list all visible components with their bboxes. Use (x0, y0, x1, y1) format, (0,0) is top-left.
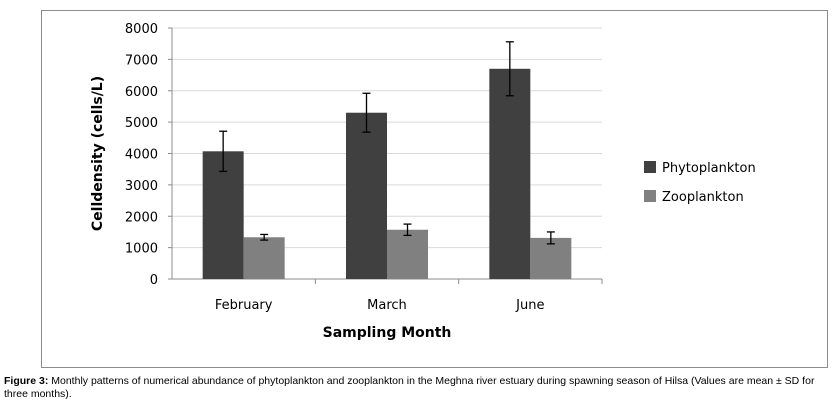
y-tick-label: 2000 (125, 210, 158, 225)
y-axis-title: Celldensity (cells/L) (90, 76, 106, 231)
legend-swatch-phytoplankton (644, 161, 656, 173)
y-tick-label: 7000 (125, 53, 158, 68)
y-tick-label: 8000 (125, 22, 158, 37)
y-tick-label: 6000 (125, 85, 158, 100)
bar-phytoplankton-june (489, 68, 531, 279)
caption-text: Monthly patterns of numerical abundance … (4, 375, 815, 400)
legend-label-zooplankton: Zooplankton (662, 190, 744, 205)
legend-swatch-zooplankton (644, 190, 656, 202)
y-tick-label: 1000 (125, 242, 158, 257)
x-category-label: June (515, 298, 544, 313)
bar-zooplankton-march (387, 229, 428, 279)
caption-label: Figure 3: (4, 375, 49, 387)
bar-chart: 0 1000 2000 3000 4000 5000 6000 7000 8000 Februar… (90, 22, 756, 341)
x-category-label: February (215, 298, 273, 313)
y-tick-label: 0 (150, 273, 158, 288)
y-tick-label: 4000 (125, 148, 158, 163)
y-tick-label: 3000 (125, 179, 158, 194)
bar-phytoplankton-march (346, 112, 387, 280)
y-tick-label: 5000 (125, 116, 158, 131)
bar-phytoplankton-february (202, 151, 244, 279)
figure-caption: Figure 3: Monthly patterns of numerical … (4, 375, 830, 401)
x-category-label: March (367, 298, 407, 313)
x-axis-title: Sampling Month (323, 325, 452, 341)
legend-label-phytoplankton: Phytoplankton (662, 161, 756, 176)
bar-zooplankton-june (530, 237, 572, 279)
bar-zooplankton-february (243, 237, 285, 279)
chart-frame: 0 1000 2000 3000 4000 5000 6000 7000 8000 Februar… (41, 10, 828, 368)
